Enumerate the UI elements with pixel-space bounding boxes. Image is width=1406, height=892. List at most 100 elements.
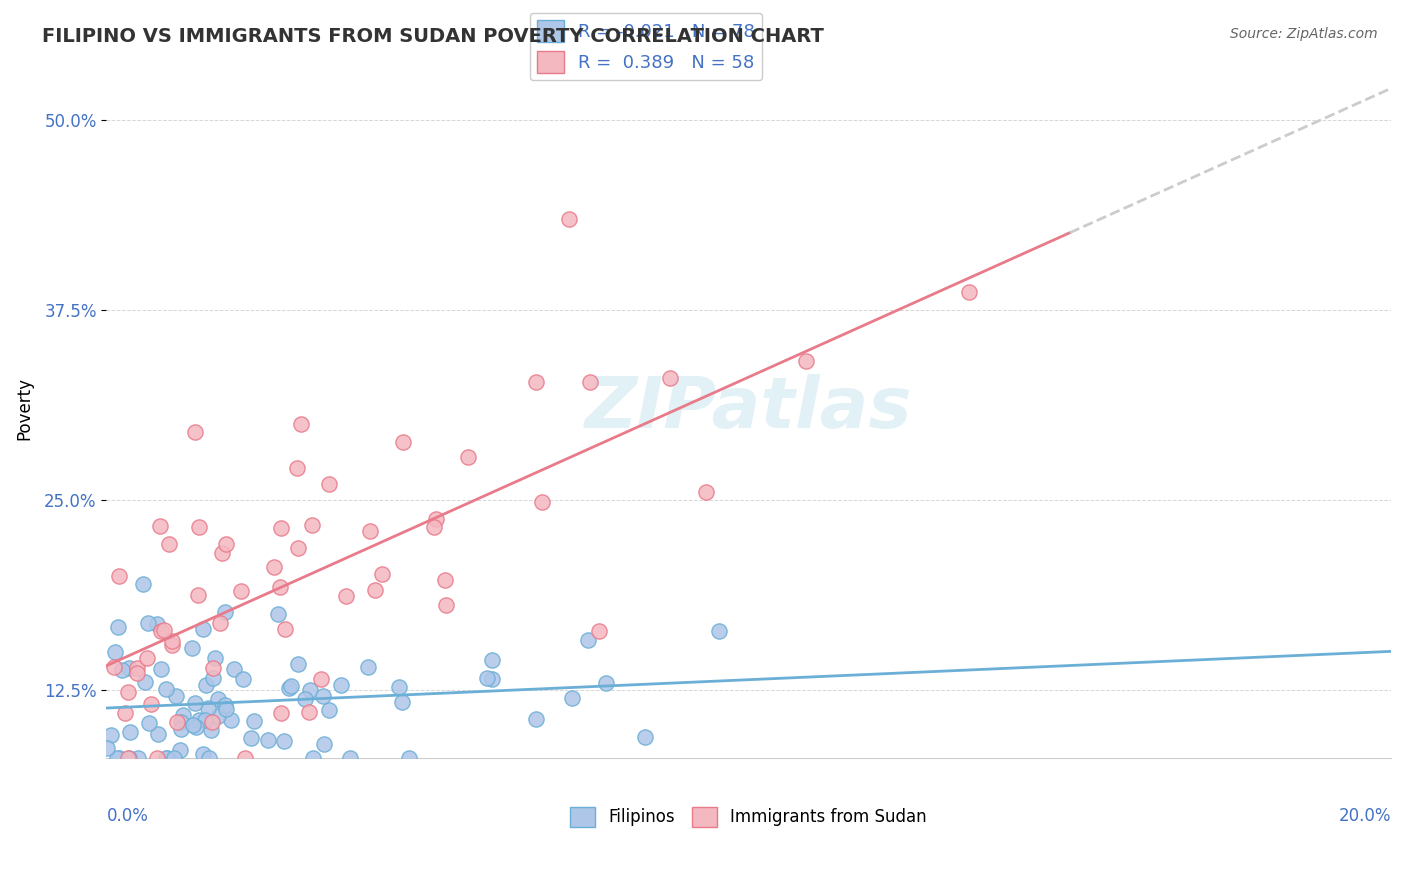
Point — [170, 722, 193, 736]
Point — [148, 727, 170, 741]
Point — [422, 520, 444, 534]
Point — [524, 376, 547, 390]
Point — [170, 715, 193, 730]
Point — [156, 751, 179, 765]
Point — [193, 622, 215, 636]
Point — [184, 720, 207, 734]
Point — [270, 706, 292, 720]
Point — [318, 477, 340, 491]
Point — [138, 716, 160, 731]
Point — [280, 679, 302, 693]
Point — [96, 741, 118, 756]
Point — [198, 751, 221, 765]
Point — [299, 682, 322, 697]
Point — [197, 700, 219, 714]
Point — [200, 723, 222, 737]
Point — [298, 705, 321, 719]
Point — [187, 588, 209, 602]
Point — [149, 624, 172, 638]
Y-axis label: Poverty: Poverty — [15, 377, 32, 441]
Point — [135, 651, 157, 665]
Point — [117, 751, 139, 765]
Point — [709, 624, 731, 638]
Point — [117, 684, 139, 698]
Point — [339, 751, 361, 765]
Point — [695, 484, 717, 499]
Point — [312, 737, 335, 751]
Point — [132, 576, 155, 591]
Point — [475, 671, 498, 685]
Point — [274, 622, 297, 636]
Point — [157, 537, 180, 551]
Point — [188, 519, 211, 533]
Text: 20.0%: 20.0% — [1339, 807, 1391, 825]
Point — [108, 751, 131, 765]
Point — [138, 615, 160, 630]
Point — [153, 623, 176, 637]
Point — [201, 714, 224, 729]
Point — [207, 692, 229, 706]
Point — [194, 713, 217, 727]
Point — [398, 751, 420, 765]
Point — [243, 714, 266, 728]
Point — [576, 633, 599, 648]
Point — [107, 620, 129, 634]
Point — [273, 734, 295, 748]
Point — [150, 662, 173, 676]
Point — [114, 706, 136, 720]
Point — [127, 751, 149, 765]
Point — [579, 375, 602, 389]
Point — [100, 728, 122, 742]
Point — [118, 661, 141, 675]
Point — [107, 751, 129, 765]
Point — [191, 747, 214, 761]
Point — [595, 676, 617, 690]
Point — [155, 751, 177, 765]
Point — [269, 580, 291, 594]
Point — [232, 672, 254, 686]
Point — [311, 673, 333, 687]
Point — [239, 731, 262, 745]
Point — [257, 732, 280, 747]
Point — [433, 573, 456, 587]
Point — [229, 584, 252, 599]
Point — [391, 695, 413, 709]
Point — [118, 751, 141, 765]
Point — [335, 589, 357, 603]
Point — [219, 713, 242, 727]
Point — [139, 698, 162, 712]
Point — [330, 678, 353, 692]
Point — [481, 672, 503, 686]
Point — [371, 567, 394, 582]
Point — [149, 519, 172, 533]
Point — [111, 663, 134, 677]
Text: 0.0%: 0.0% — [107, 807, 149, 825]
Point — [294, 691, 316, 706]
Legend: Filipinos, Immigrants from Sudan: Filipinos, Immigrants from Sudan — [564, 800, 934, 834]
Text: Source: ZipAtlas.com: Source: ZipAtlas.com — [1230, 27, 1378, 41]
Point — [434, 598, 457, 612]
Point — [302, 751, 325, 765]
Point — [658, 371, 681, 385]
Point — [215, 537, 238, 551]
Point — [278, 681, 301, 695]
Point — [481, 653, 503, 667]
Point — [201, 661, 224, 675]
Point — [188, 714, 211, 728]
Point — [214, 605, 236, 619]
Point — [202, 671, 225, 685]
Point — [103, 660, 125, 674]
Point — [211, 546, 233, 560]
Point — [181, 641, 204, 656]
Point — [207, 709, 229, 723]
Point — [267, 607, 290, 621]
Point — [290, 417, 312, 432]
Point — [588, 624, 610, 638]
Point — [425, 512, 447, 526]
Point — [392, 435, 415, 450]
Point — [558, 212, 581, 227]
Point — [287, 541, 309, 555]
Point — [524, 712, 547, 726]
Point — [388, 680, 411, 694]
Point — [457, 450, 479, 464]
